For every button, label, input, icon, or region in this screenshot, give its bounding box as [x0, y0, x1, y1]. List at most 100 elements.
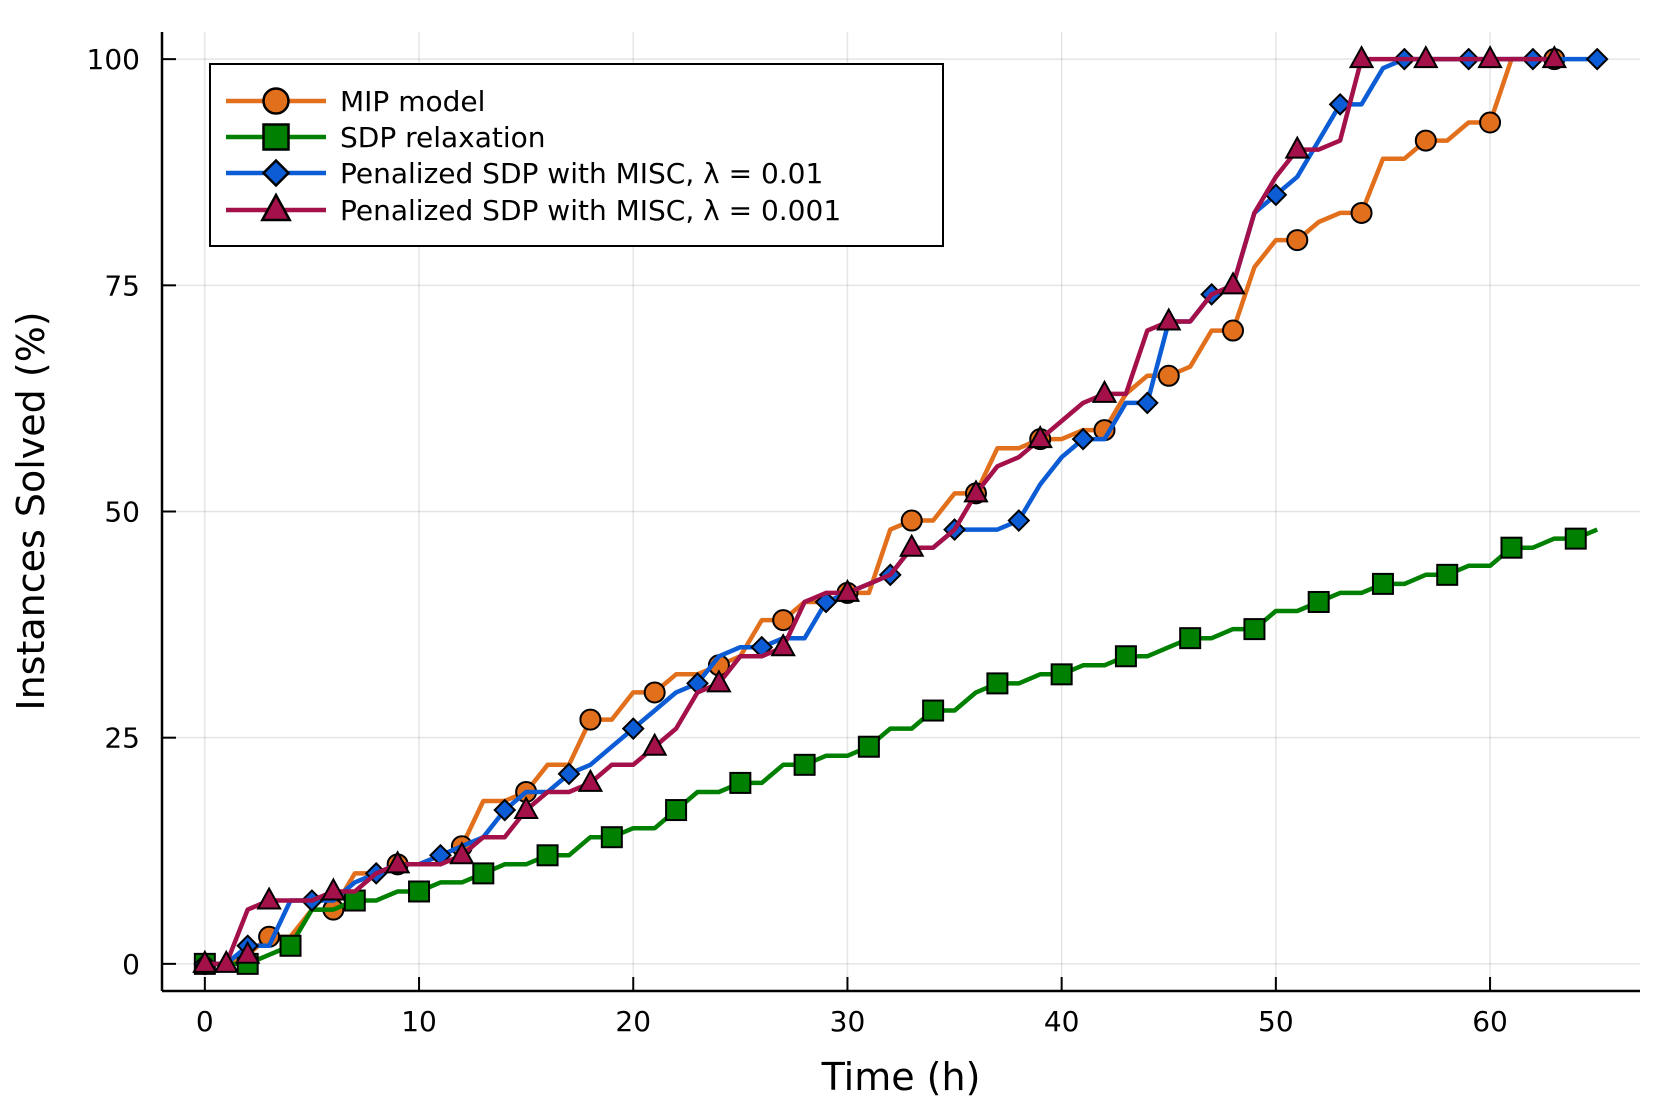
triangle-marker — [706, 669, 732, 693]
square-marker — [408, 880, 431, 903]
circle-marker — [1350, 201, 1373, 224]
triangle-marker — [1027, 425, 1053, 449]
triangle-marker — [320, 877, 347, 901]
square-marker — [857, 735, 880, 758]
triangle-marker — [1413, 45, 1439, 69]
series-group — [192, 45, 1609, 976]
circle-marker — [1286, 229, 1309, 252]
series-line-misc-0001 — [204, 56, 1555, 967]
diamond-marker — [493, 798, 517, 822]
legend-label-sdp: SDP relaxation — [340, 121, 546, 154]
x-tick-label: 0 — [196, 1005, 214, 1038]
x-tick-label: 60 — [1472, 1005, 1508, 1038]
x-tick-label: 20 — [615, 1005, 651, 1038]
triangle-marker — [192, 949, 218, 973]
legend-entry-sdp: SDP relaxation — [226, 121, 546, 154]
legend-marker-mip — [262, 87, 290, 115]
square-marker — [1307, 590, 1330, 613]
triangle-marker — [1091, 379, 1118, 403]
triangle-marker — [1348, 45, 1375, 69]
square-marker — [986, 672, 1009, 695]
legend-marker-sdp — [262, 123, 290, 151]
circle-marker — [1157, 364, 1180, 387]
triangle-marker — [256, 886, 282, 910]
legend-entry-misc-001: Penalized SDP with MISC, λ = 0.01 — [226, 157, 823, 190]
diamond-marker — [557, 762, 581, 786]
legend-entry-mip: MIP model — [226, 85, 485, 118]
triangle-marker — [449, 841, 475, 865]
square-marker — [472, 862, 495, 885]
series-misc-0001 — [192, 45, 1568, 973]
legend: MIP model SDP relaxation Penalized SDP w… — [209, 63, 944, 247]
triangle-marker — [834, 578, 861, 602]
square-marker — [1436, 563, 1459, 586]
diamond-marker — [1585, 47, 1609, 71]
square-marker — [1114, 645, 1137, 668]
x-axis-title: Time (h) — [821, 1055, 981, 1099]
triangle-marker — [1477, 45, 1503, 69]
legend-marker-shape — [260, 192, 292, 222]
triangle-legend-marker — [260, 192, 292, 222]
legend-label-misc-0001: Penalized SDP with MISC, λ = 0.001 — [340, 194, 841, 227]
legend-marker-shape — [262, 87, 290, 115]
triangle-marker — [770, 633, 796, 657]
circle-marker — [643, 681, 666, 704]
legend-marker-shape — [262, 123, 290, 151]
y-tick-label: 25 — [104, 722, 140, 755]
legend-label-misc-001: Penalized SDP with MISC, λ = 0.01 — [340, 157, 823, 190]
square-marker — [1179, 627, 1202, 650]
y-tick-label: 100 — [87, 43, 140, 76]
legend-marker-shape — [261, 158, 291, 188]
x-tick-label: 30 — [830, 1005, 866, 1038]
diamond-marker — [1328, 92, 1352, 116]
y-tick-label: 75 — [104, 269, 140, 302]
circle-marker — [1222, 319, 1245, 342]
triangle-marker — [234, 940, 261, 964]
y-tick-label: 50 — [104, 496, 140, 529]
legend-box — [209, 63, 944, 247]
square-marker — [665, 799, 688, 822]
square-marker — [600, 826, 623, 849]
square-marker — [1371, 572, 1394, 595]
legend-entry-misc-0001: Penalized SDP with MISC, λ = 0.001 — [226, 192, 841, 227]
triangle-marker — [899, 533, 925, 557]
square-marker — [1243, 618, 1266, 641]
triangle-marker — [1541, 45, 1568, 69]
square-marker — [1564, 527, 1587, 550]
circle-marker — [579, 708, 602, 731]
circle-marker — [900, 509, 923, 532]
triangle-marker — [1156, 307, 1182, 331]
triangle-marker — [577, 768, 604, 792]
square-marker — [729, 771, 752, 794]
series-line-sdp — [204, 527, 1599, 967]
square-marker — [536, 844, 559, 867]
diamond-marker — [1071, 427, 1095, 451]
legend-marker-misc-0001 — [260, 192, 292, 222]
square-marker — [279, 934, 302, 957]
triangle-marker — [384, 850, 411, 874]
square-marker — [922, 699, 945, 722]
triangle-marker — [641, 732, 668, 756]
circle-marker — [1414, 129, 1437, 152]
diamond-marker — [621, 717, 645, 741]
diamond-marker — [1007, 509, 1031, 532]
circle-legend-marker — [262, 87, 290, 115]
legend-label-mip: MIP model — [340, 85, 485, 118]
triangle-marker — [213, 949, 239, 973]
series-sdp — [193, 527, 1599, 975]
square-marker — [1500, 536, 1523, 559]
diamond-legend-marker — [261, 158, 291, 188]
square-marker — [793, 753, 816, 776]
x-tick-label: 50 — [1258, 1005, 1294, 1038]
diamond-marker — [1135, 391, 1159, 415]
triangle-marker — [1220, 271, 1246, 295]
x-tick-label: 40 — [1044, 1005, 1080, 1038]
triangle-marker — [513, 795, 539, 820]
x-tick-label: 10 — [401, 1005, 437, 1038]
square-marker — [1050, 663, 1073, 686]
circle-marker — [1479, 111, 1502, 134]
triangle-marker — [963, 479, 989, 503]
triangle-marker — [1284, 135, 1310, 159]
legend-marker-misc-001 — [261, 158, 291, 188]
